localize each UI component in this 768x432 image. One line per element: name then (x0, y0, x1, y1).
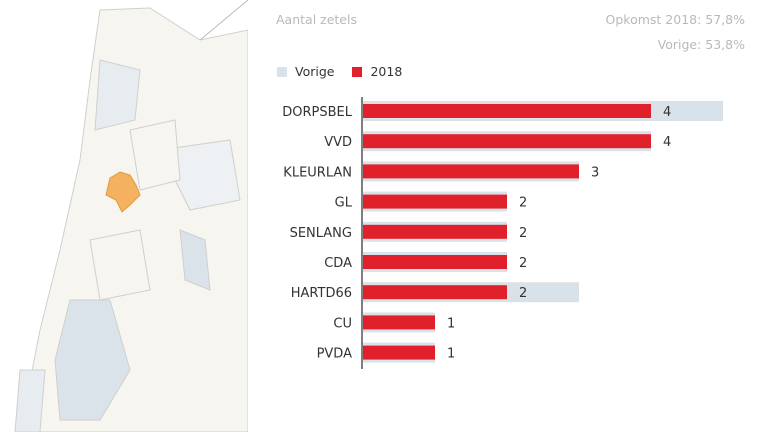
legend-swatch-previous (277, 66, 287, 77)
bar-2018 (363, 315, 435, 330)
data-label: 2 (519, 226, 527, 241)
map-region (89, 229, 151, 301)
map-region (14, 369, 46, 432)
data-label: 4 (663, 105, 671, 120)
data-label: 2 (519, 256, 527, 271)
legend-label-previous: Vorige (295, 64, 335, 79)
category-label: VVD (324, 135, 352, 150)
map-region (159, 139, 241, 211)
chart-title: Aantal zetels (276, 12, 357, 27)
turnout-2018: Opkomst 2018: 57,8% (605, 12, 745, 27)
bar-2018 (363, 224, 507, 239)
data-label: 4 (663, 135, 671, 150)
bar-2018 (363, 164, 579, 179)
data-label: 1 (447, 316, 455, 331)
data-label: 2 (519, 286, 527, 301)
category-label: GL (335, 196, 353, 211)
legend: Vorige 2018 (277, 64, 402, 79)
municipality-map[interactable] (0, 0, 248, 432)
bar-2018 (363, 194, 507, 209)
map-road (199, 0, 248, 41)
bar-2018 (363, 285, 507, 300)
highlighted-municipality[interactable] (105, 171, 141, 213)
legend-label-2018: 2018 (370, 64, 403, 79)
category-label: HARTD66 (291, 286, 352, 301)
data-label: 2 (519, 196, 527, 211)
category-label: KLEURLAN (283, 165, 352, 180)
bar-2018 (363, 255, 507, 269)
data-label: 3 (591, 165, 599, 180)
bar-2018 (363, 345, 435, 360)
data-label: 1 (447, 347, 455, 362)
legend-swatch-2018 (352, 66, 363, 77)
map-region (129, 119, 181, 191)
map-water (54, 299, 131, 421)
map-region (179, 229, 211, 291)
bar-2018 (363, 134, 651, 149)
category-label: DORPSBEL (282, 105, 352, 120)
category-label: SENLANG (290, 226, 352, 241)
category-label: PVDA (317, 347, 353, 362)
turnout-previous: Vorige: 53,8% (657, 37, 745, 52)
bar-2018 (363, 104, 651, 118)
category-label: CU (333, 316, 352, 331)
map-region (94, 59, 141, 131)
category-label: CDA (324, 256, 352, 271)
